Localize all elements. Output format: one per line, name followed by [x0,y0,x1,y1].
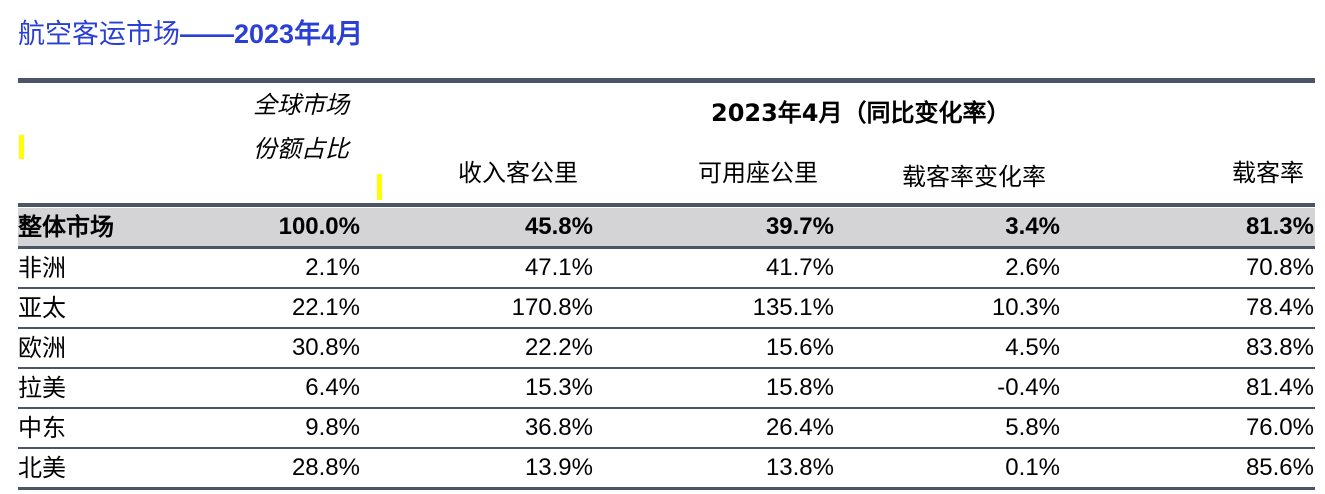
row-lf: 83.8% [1245,334,1314,361]
table-top-rule [18,78,1315,83]
row-ask: 15.6% [765,334,834,361]
row-rpk: 45.8% [524,213,593,240]
yellow-marker-2 [377,174,382,200]
row-divider [18,327,1315,329]
yellow-marker-1 [19,135,24,159]
row-rpk: 22.2% [524,334,593,361]
row-lf-change: 0.1% [1005,454,1060,481]
row-lf-change: 2.6% [1005,254,1060,281]
row-rpk: 36.8% [524,414,593,441]
row-ask: 41.7% [765,254,834,281]
header-col-ask: 可用座公里 [698,159,818,187]
row-lf: 85.6% [1245,454,1314,481]
row-ask: 15.8% [765,374,834,401]
row-divider [18,487,1315,490]
row-lf-change: 4.5% [1005,334,1060,361]
row-divider [18,246,1315,249]
row-region: 北美 [18,454,66,482]
row-share: 22.1% [291,294,360,321]
row-ask: 135.1% [752,294,834,321]
row-divider [18,367,1315,369]
header-col-rpk: 收入客公里 [458,159,578,187]
row-lf: 81.3% [1245,213,1314,240]
row-lf: 76.0% [1245,414,1314,441]
header-col-lf: 载客率 [1232,159,1304,187]
header-group: 2023年4月（同比变化率） [711,99,1011,127]
row-lf-change: 5.8% [1005,414,1060,441]
row-lf: 78.4% [1245,294,1314,321]
row-rpk: 47.1% [524,254,593,281]
row-share: 28.8% [291,454,360,481]
row-lf-change: -0.4% [997,374,1060,401]
row-region: 中东 [18,414,66,442]
row-ask: 39.7% [765,213,834,240]
row-share: 100.0% [278,213,360,240]
row-ask: 13.8% [765,454,834,481]
title-period: 2023年4月 [234,19,364,49]
row-region: 欧洲 [18,334,66,362]
row-rpk: 15.3% [524,374,593,401]
row-rpk: 170.8% [511,294,593,321]
total-row-background [18,208,1315,246]
title-text: 航空客运市场 [18,19,180,50]
title-dash: —— [180,19,234,49]
row-divider [18,447,1315,449]
header-share-line2: 份额占比 [253,135,349,163]
row-region: 亚太 [18,294,66,322]
row-region: 拉美 [18,374,66,402]
header-bottom-rule [18,203,1315,207]
row-share: 30.8% [291,334,360,361]
row-lf: 81.4% [1245,374,1314,401]
row-lf: 70.8% [1245,254,1314,281]
row-divider [18,407,1315,409]
page-title: 航空客运市场——2023年4月 [18,12,363,51]
row-share: 6.4% [305,374,360,401]
row-lf-change: 10.3% [991,294,1060,321]
row-lf-change: 3.4% [1005,213,1060,240]
row-share: 9.8% [305,414,360,441]
row-rpk: 13.9% [524,454,593,481]
row-region: 整体市场 [18,213,114,241]
row-divider [18,287,1315,289]
row-region: 非洲 [18,254,66,282]
header-col-lf-change: 载客率变化率 [902,163,1046,191]
row-ask: 26.4% [765,414,834,441]
row-share: 2.1% [305,254,360,281]
header-share-line1: 全球市场 [253,91,349,119]
